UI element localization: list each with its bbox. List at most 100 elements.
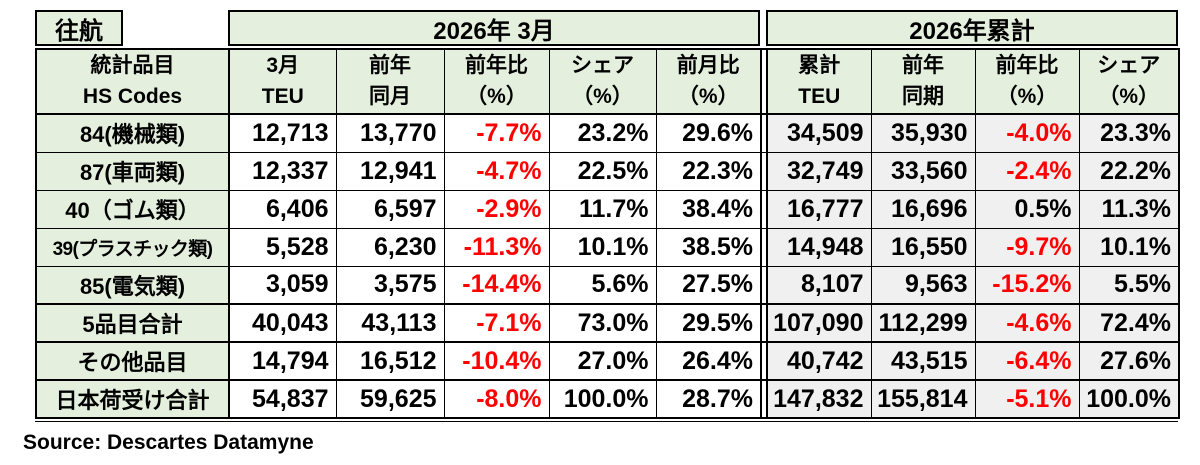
row-label: 84(機械類) xyxy=(35,113,230,153)
cell-cum-share: 27.6% xyxy=(1078,341,1180,381)
cell-cum-share: 100.0% xyxy=(1078,379,1180,419)
row-label: 87(車両類) xyxy=(35,151,230,191)
block-gap xyxy=(760,379,768,419)
cell-month-teu: 12,337 xyxy=(228,151,337,191)
cell-cum-yoy: -2.4% xyxy=(974,151,1080,191)
cell-month-share: 23.2% xyxy=(548,113,657,153)
cell-month-share: 10.1% xyxy=(548,227,657,267)
cell-cum-teu: 16,777 xyxy=(766,189,872,229)
row-label: 39(プラスチック類) xyxy=(35,227,230,267)
source-credit: Source: Descartes Datamyne xyxy=(23,431,314,454)
column-header-row: 統計品目 HS Codes 3月 TEU 前年同月 前年比 （%） シェア （%） 前… xyxy=(35,48,1180,115)
cell-month-prev-year: 12,941 xyxy=(335,151,445,191)
cell-month-yoy: -10.4% xyxy=(443,341,550,381)
header-line: 同期 xyxy=(902,84,944,108)
header-line: 前年 xyxy=(902,54,944,78)
col-header-month-prev-year: 前年 同月 xyxy=(335,48,445,115)
cell-month-mom: 27.5% xyxy=(655,265,762,305)
cell-cum-prev-year: 112,299 xyxy=(870,303,976,343)
cell-cum-teu: 14,948 xyxy=(766,227,872,267)
cell-cum-share: 72.4% xyxy=(1078,303,1180,343)
cell-cum-prev-year: 16,696 xyxy=(870,189,976,229)
cell-month-teu: 5,528 xyxy=(228,227,337,267)
cell-cum-yoy: -9.7% xyxy=(974,227,1080,267)
cell-month-yoy: -14.4% xyxy=(443,265,550,305)
header-line: （%） xyxy=(1098,84,1160,108)
cell-cum-yoy: -15.2% xyxy=(974,265,1080,305)
stub-line1: 統計品目 xyxy=(90,54,175,78)
table-row: 87(車両類) 12,337 12,941 -4.7% 22.5% 22.3% … xyxy=(35,151,1180,191)
table-row: 39(プラスチック類) 5,528 6,230 -11.3% 10.1% 38.… xyxy=(35,227,1180,267)
cell-cum-share: 23.3% xyxy=(1078,113,1180,153)
cumulative-group-header: 2026年累計 xyxy=(766,10,1178,46)
cell-month-teu: 3,059 xyxy=(228,265,337,305)
header-line: 前年比 xyxy=(465,54,528,78)
header-line: 同月 xyxy=(369,84,411,108)
cell-month-prev-year: 43,113 xyxy=(335,303,445,343)
cell-month-mom: 29.5% xyxy=(655,303,762,343)
table-row: 40（ゴム類） 6,406 6,597 -2.9% 11.7% 38.4% 16… xyxy=(35,189,1180,229)
col-header-cum-prev-year: 前年 同期 xyxy=(870,48,976,115)
cell-month-teu: 54,837 xyxy=(228,379,337,419)
header-line: 3月 xyxy=(266,54,300,78)
header-line: （%） xyxy=(677,84,739,108)
col-header-month-teu: 3月 TEU xyxy=(228,48,337,115)
cell-month-yoy: -7.7% xyxy=(443,113,550,153)
cell-cum-prev-year: 16,550 xyxy=(870,227,976,267)
cell-month-teu: 6,406 xyxy=(228,189,337,229)
cell-cum-prev-year: 155,814 xyxy=(870,379,976,419)
stats-table: 統計品目 HS Codes 3月 TEU 前年同月 前年比 （%） シェア （%） 前… xyxy=(35,48,1180,419)
cell-month-yoy: -4.7% xyxy=(443,151,550,191)
cell-cum-share: 11.3% xyxy=(1078,189,1180,229)
cell-cum-teu: 107,090 xyxy=(766,303,872,343)
col-header-month-share: シェア （%） xyxy=(548,48,657,115)
cell-cum-share: 22.2% xyxy=(1078,151,1180,191)
cell-month-mom: 28.7% xyxy=(655,379,762,419)
col-header-month-mom: 前月比 （%） xyxy=(655,48,762,115)
cell-month-yoy: -11.3% xyxy=(443,227,550,267)
block-gap xyxy=(760,265,768,305)
cell-month-prev-year: 16,512 xyxy=(335,341,445,381)
cell-month-teu: 14,794 xyxy=(228,341,337,381)
row-label: その他品目 xyxy=(35,341,230,381)
cell-month-mom: 22.3% xyxy=(655,151,762,191)
row-label: 85(電気類) xyxy=(35,265,230,305)
table-row: 84(機械類) 12,713 13,770 -7.7% 23.2% 29.6% … xyxy=(35,113,1180,153)
direction-label: 往航 xyxy=(35,10,123,46)
cell-month-prev-year: 6,230 xyxy=(335,227,445,267)
header-line: 前年比 xyxy=(995,54,1059,78)
header-line: 前年 xyxy=(369,54,411,78)
stats-sheet: 往航 2026年 3月 2026年累計 統計品目 HS Codes 3月 TEU … xyxy=(23,10,1180,454)
header-line: シェア xyxy=(571,54,634,78)
cell-month-mom: 26.4% xyxy=(655,341,762,381)
table-double-underline xyxy=(35,421,1178,422)
cell-cum-prev-year: 33,560 xyxy=(870,151,976,191)
table-row-grand-total: 日本荷受け合計 54,837 59,625 -8.0% 100.0% 28.7%… xyxy=(35,379,1180,419)
cell-cum-teu: 8,107 xyxy=(766,265,872,305)
cell-cum-teu: 34,509 xyxy=(766,113,872,153)
header-line: TEU xyxy=(261,84,304,108)
col-header-stub: 統計品目 HS Codes xyxy=(35,48,230,115)
cell-month-share: 5.6% xyxy=(548,265,657,305)
cell-cum-prev-year: 43,515 xyxy=(870,341,976,381)
cell-month-teu: 12,713 xyxy=(228,113,337,153)
cell-cum-yoy: -6.4% xyxy=(974,341,1080,381)
block-gap xyxy=(760,303,768,343)
cell-cum-yoy: -4.0% xyxy=(974,113,1080,153)
cell-cum-prev-year: 35,930 xyxy=(870,113,976,153)
cell-month-mom: 38.5% xyxy=(655,227,762,267)
table-row: 85(電気類) 3,059 3,575 -14.4% 5.6% 27.5% 8,… xyxy=(35,265,1180,305)
month-group-header: 2026年 3月 xyxy=(228,10,760,46)
cell-month-prev-year: 59,625 xyxy=(335,379,445,419)
cell-cum-teu: 40,742 xyxy=(766,341,872,381)
cell-month-prev-year: 6,597 xyxy=(335,189,445,229)
band-spacer xyxy=(123,10,228,46)
cell-month-share: 73.0% xyxy=(548,303,657,343)
cell-month-share: 22.5% xyxy=(548,151,657,191)
cell-month-share: 11.7% xyxy=(548,189,657,229)
cell-cum-share: 10.1% xyxy=(1078,227,1180,267)
cell-month-mom: 38.4% xyxy=(655,189,762,229)
header-line: （%） xyxy=(572,84,633,108)
cell-month-yoy: -2.9% xyxy=(443,189,550,229)
header-line: （%） xyxy=(466,84,527,108)
